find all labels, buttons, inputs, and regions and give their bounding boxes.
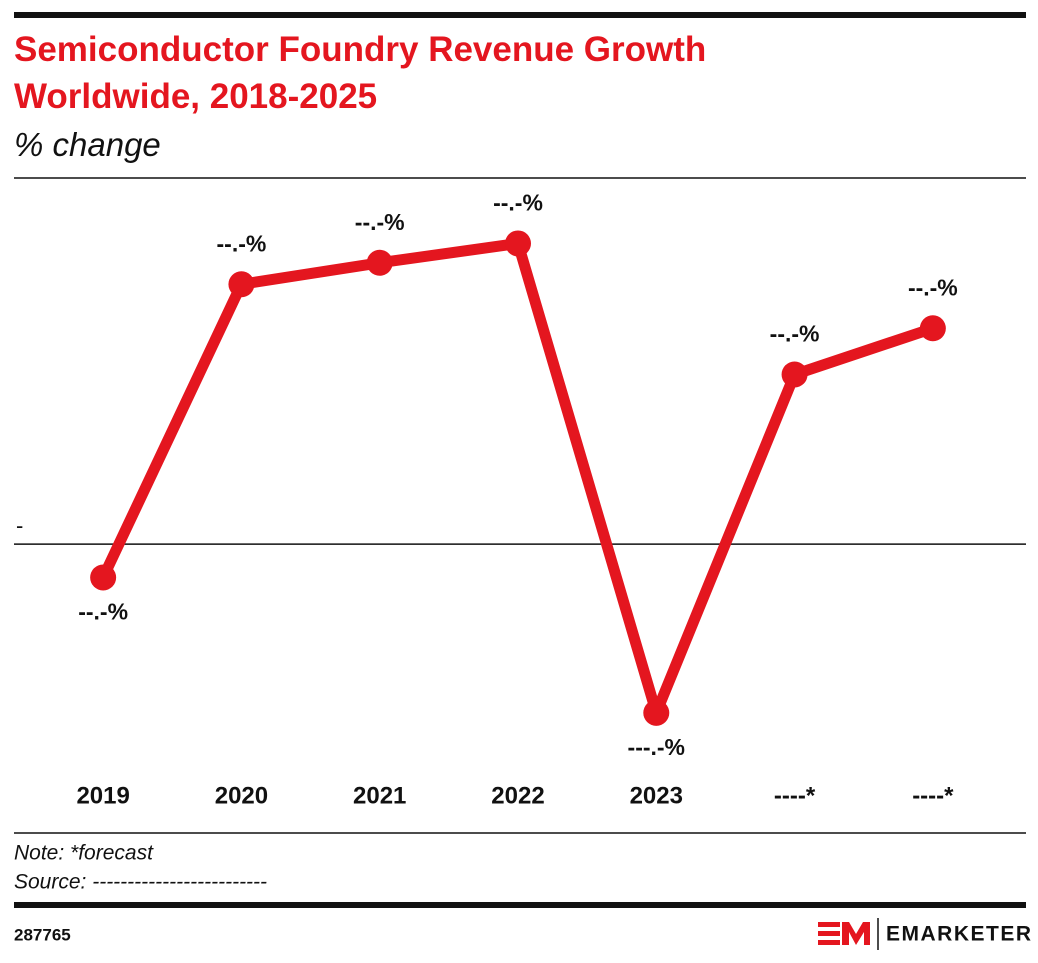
chart-title: Semiconductor Foundry Revenue Growth Wor… [14,30,707,116]
x-tick-label: 2021 [353,782,406,809]
x-tick-label: 2022 [491,782,544,809]
x-tick-label: ----* [912,782,954,809]
data-point [366,249,393,276]
y-tick-label: - [16,513,23,538]
x-tick-label: 2019 [76,782,129,809]
x-tick-label: ----* [774,782,816,809]
note: Note: *forecast [14,842,154,865]
data-label: --.-% [908,274,958,300]
x-tick-label: 2020 [215,782,268,809]
data-point [90,564,117,591]
top-bar [14,12,1026,18]
data-line [98,237,935,719]
data-point [919,315,946,342]
logo-mark [818,922,870,945]
data-label: --.-% [217,230,267,256]
data-label: --.-% [493,190,543,216]
brand: EMARKETER [886,923,1033,946]
data-point [781,361,808,388]
bottom-bar [14,902,1026,908]
chart-id: 287765 [14,925,71,944]
data-label: --.-% [770,321,820,347]
data-label: ---.-% [628,734,685,760]
chart-subtitle: % change [14,126,161,163]
source: Source: ------------------------- [14,871,267,894]
data-label: --.-% [78,599,128,625]
data-point [505,230,531,257]
data-point [228,271,255,298]
x-tick-label: 2023 [630,782,683,809]
data-label: --.-% [355,209,405,235]
data-point [643,699,670,726]
